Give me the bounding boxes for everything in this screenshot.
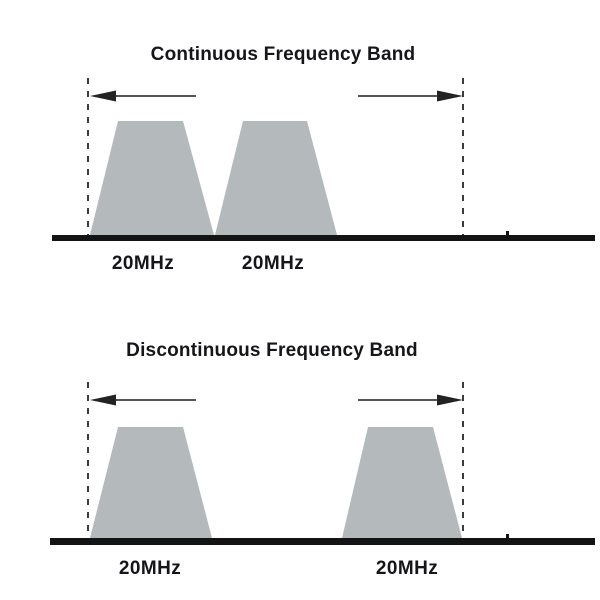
panel-title: Continuous Frequency Band <box>150 44 416 65</box>
panel-continuous: Continuous Frequency Band 20MHz 20MHz <box>52 44 595 274</box>
continuous-diagram <box>52 78 595 241</box>
discontinuous-diagram <box>50 382 595 545</box>
band-width-label: 20MHz <box>111 253 175 274</box>
right-span-arrow-head <box>437 394 463 406</box>
panel-discontinuous: Discontinuous Frequency Band 20MHz 20MHz <box>0 300 600 600</box>
frequency-axis-baseline <box>50 538 595 545</box>
band-trapezoid-2 <box>215 121 337 235</box>
left-span-arrow-head <box>90 90 116 102</box>
band-trapezoid-2 <box>342 427 462 538</box>
band-width-label: 20MHz <box>375 558 439 579</box>
band-width-label: 20MHz <box>241 253 305 274</box>
frequency-axis-baseline <box>52 235 595 241</box>
band-trapezoid-1 <box>90 427 212 538</box>
axis-tick <box>506 534 509 539</box>
axis-tick <box>506 231 509 236</box>
band-width-label: 20MHz <box>118 558 182 579</box>
band-trapezoid-1 <box>90 121 214 235</box>
right-span-arrow-head <box>437 90 463 102</box>
panel-title: Discontinuous Frequency Band <box>126 340 418 361</box>
left-span-arrow-head <box>90 394 116 406</box>
